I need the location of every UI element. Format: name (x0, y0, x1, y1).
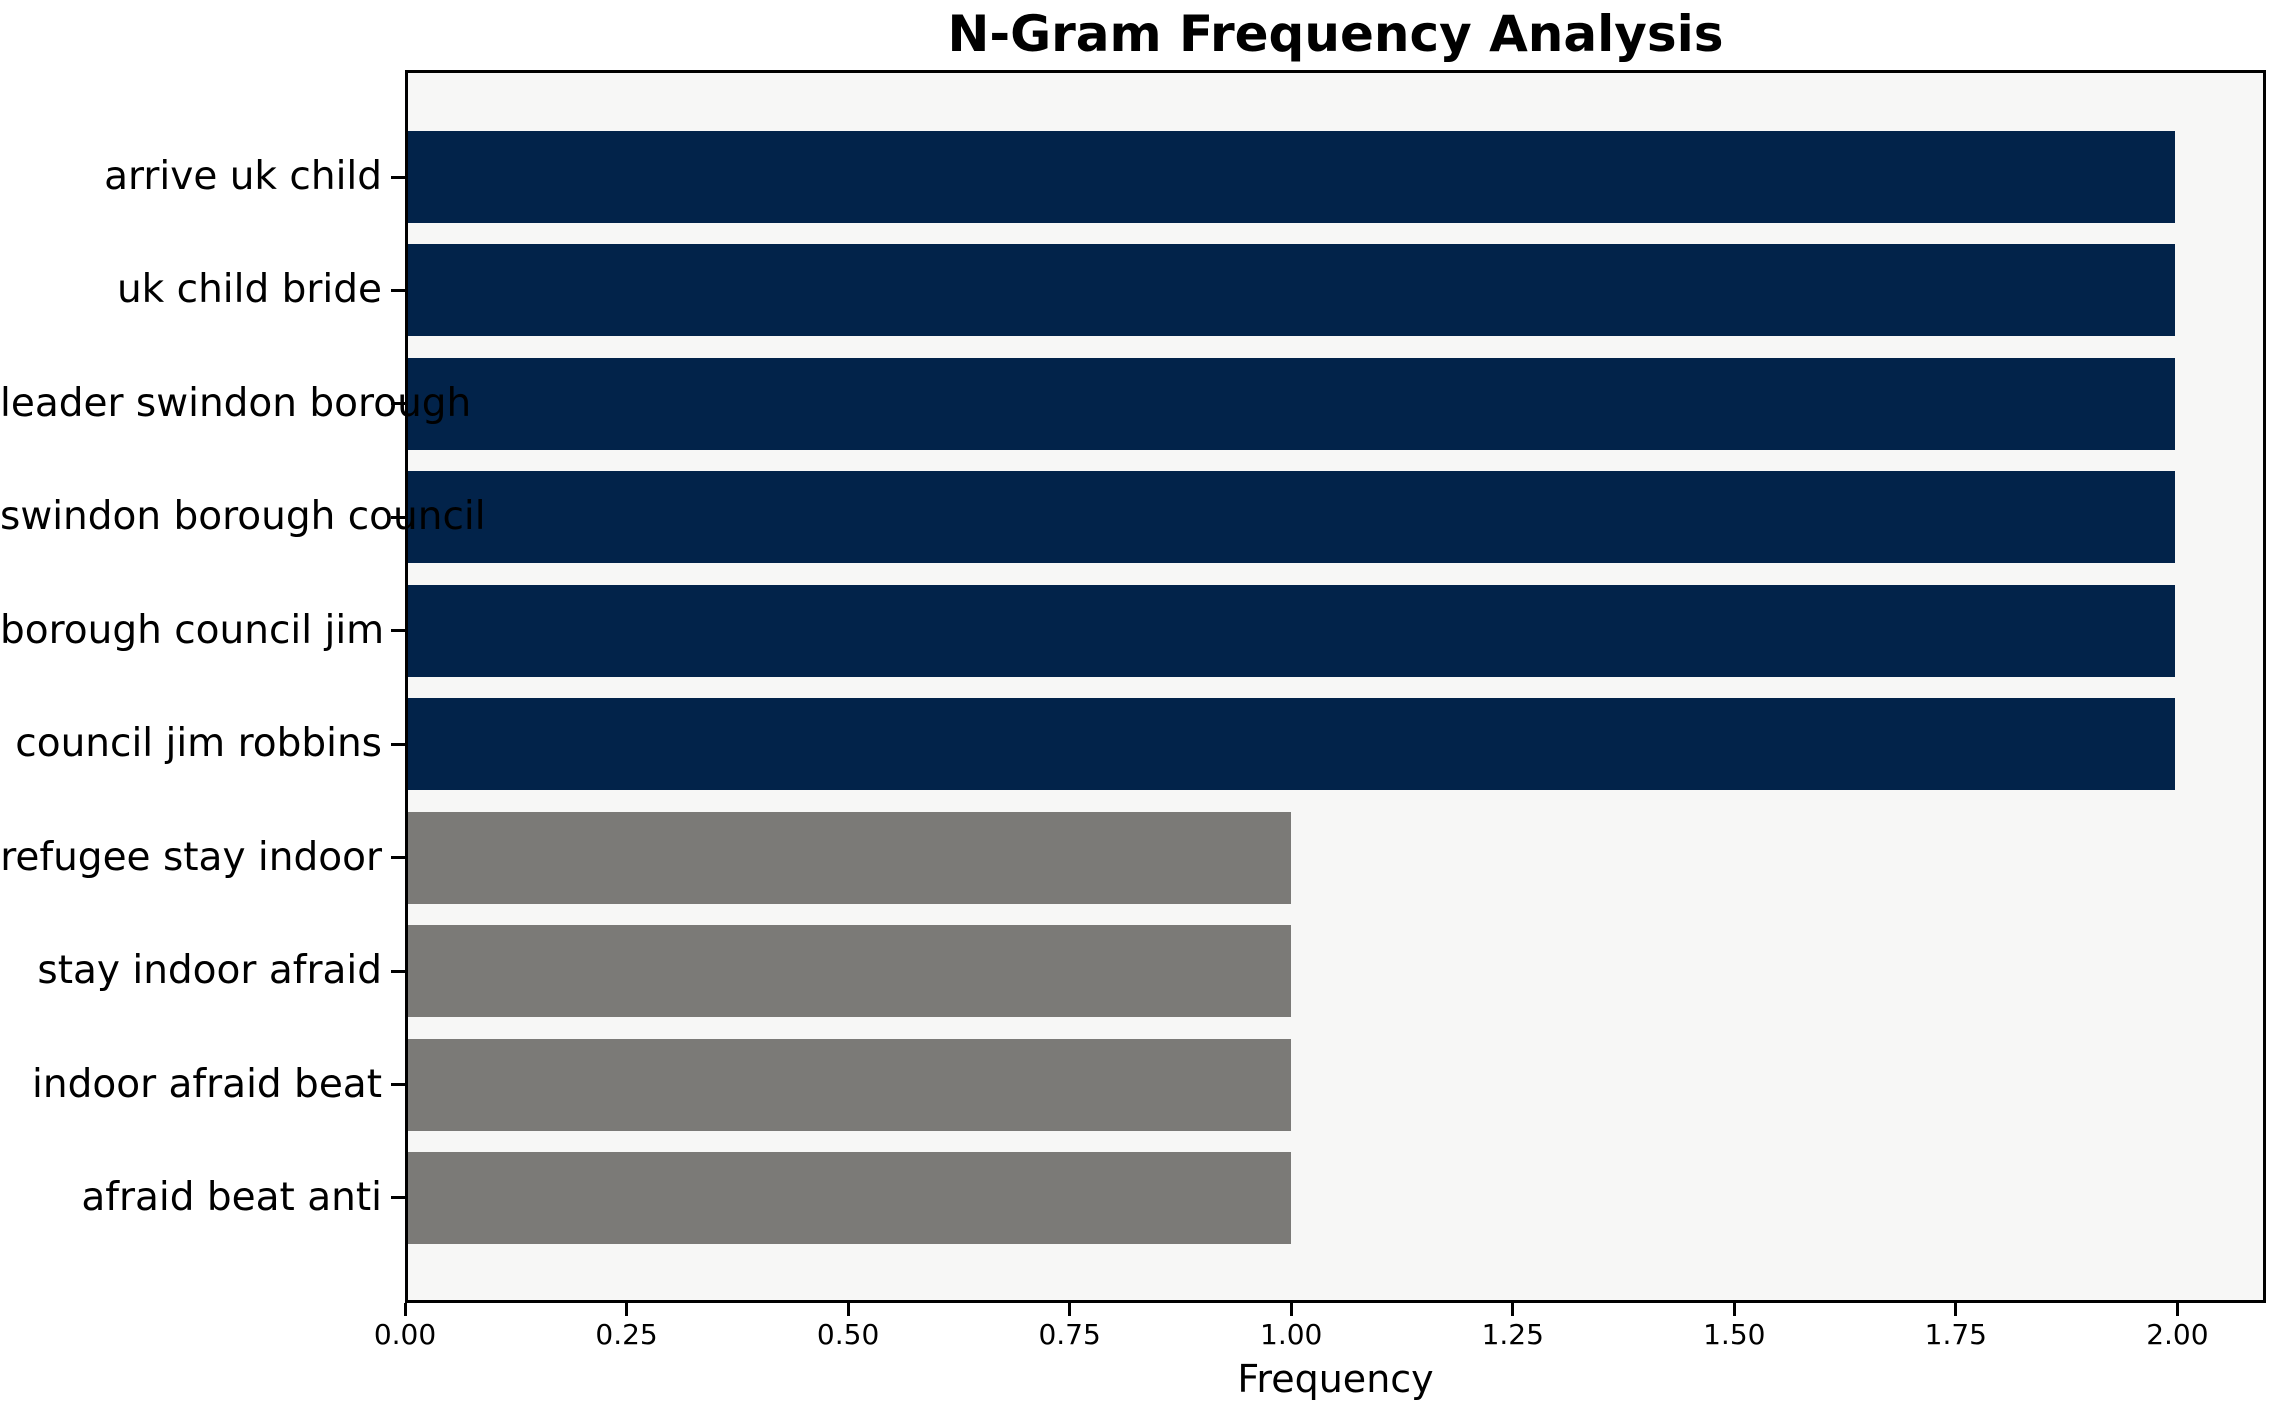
x-tick-mark (1732, 1303, 1736, 1316)
bar-arrive-uk-child (408, 131, 2175, 223)
x-tick-mark (1068, 1303, 1072, 1316)
y-tick-label: refugee stay indoor (0, 834, 382, 880)
chart-title: N-Gram Frequency Analysis (947, 5, 1724, 63)
y-tick-label: leader swindon borough (0, 380, 472, 426)
bar-uk-child-bride (408, 244, 2175, 337)
y-tick-mark (391, 175, 405, 179)
bar-swindon-borough-council (408, 471, 2175, 564)
y-tick-mark (391, 515, 405, 519)
x-tick-mark (625, 1303, 629, 1316)
y-tick-mark (391, 288, 405, 292)
bar-stay-indoor-afraid (408, 925, 1292, 1018)
x-tick-label: 1.25 (1481, 1318, 1544, 1351)
x-tick-label: 1.50 (1703, 1318, 1766, 1351)
plot-area (405, 70, 2266, 1303)
y-tick-mark (391, 742, 405, 746)
y-tick-mark (391, 629, 405, 633)
bar-leader-swindon-borough (408, 357, 2175, 450)
y-tick-mark (391, 1196, 405, 1200)
y-tick-label: afraid beat anti (81, 1174, 382, 1220)
y-tick-mark (391, 402, 405, 406)
x-tick-mark (2175, 1303, 2179, 1316)
x-tick-label: 0.50 (816, 1318, 880, 1351)
y-tick-mark (391, 969, 405, 973)
x-tick-label: 0.25 (595, 1318, 658, 1351)
x-tick-label: 1.00 (1260, 1318, 1323, 1351)
y-tick-mark (391, 1083, 405, 1087)
bar-indoor-afraid-beat (408, 1038, 1292, 1131)
x-tick-mark (1511, 1303, 1515, 1316)
x-axis-label: Frequency (1237, 1357, 1434, 1401)
bar-borough-council-jim (408, 584, 2175, 677)
y-tick-label: stay indoor afraid (37, 948, 382, 994)
y-tick-label: indoor afraid beat (32, 1061, 382, 1107)
bar-council-jim-robbins (408, 698, 2175, 791)
bar-afraid-beat-anti (408, 1151, 1292, 1244)
x-tick-mark (846, 1303, 850, 1316)
y-tick-label: borough council jim (0, 607, 385, 653)
x-tick-mark (1954, 1303, 1958, 1316)
x-tick-label: 2.00 (2146, 1318, 2209, 1351)
x-tick-label: 0.00 (373, 1318, 437, 1351)
y-tick-label: arrive uk child (104, 154, 382, 199)
y-tick-label: uk child bride (116, 267, 382, 313)
y-tick-label: swindon borough council (0, 494, 486, 540)
y-tick-label: council jim robbins (15, 721, 382, 767)
x-tick-label: 0.75 (1038, 1318, 1101, 1351)
x-tick-mark (403, 1303, 407, 1316)
bar-refugee-stay-indoor (408, 811, 1292, 904)
y-tick-mark (391, 856, 405, 860)
x-tick-label: 1.75 (1924, 1318, 1987, 1351)
x-tick-mark (1289, 1303, 1293, 1316)
